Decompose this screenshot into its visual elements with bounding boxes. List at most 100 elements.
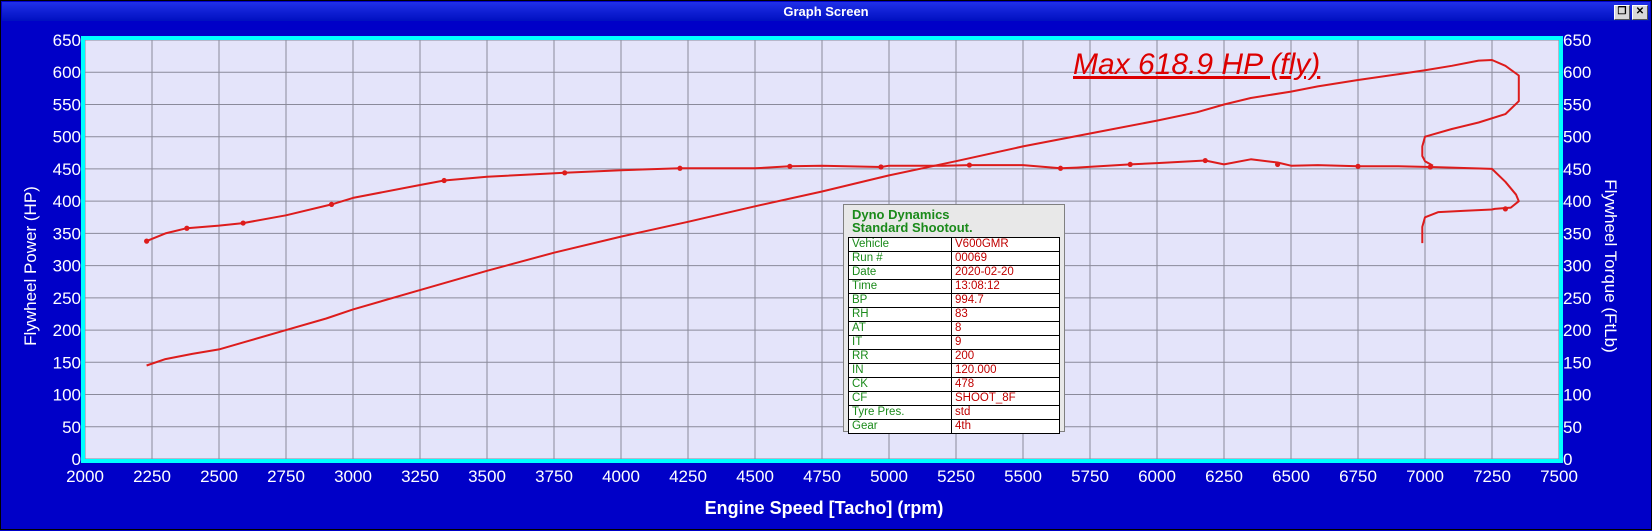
x-tick-label: 6500 [1272, 467, 1310, 486]
info-row: BP 994.7 [848, 293, 1060, 308]
y2-tick-label: 650 [1563, 31, 1591, 50]
torque-marker [328, 201, 335, 207]
info-box-title: Dyno Dynamics Standard Shootout. [844, 205, 1064, 235]
info-label: CF [848, 391, 952, 406]
x-tick-label: 5250 [937, 467, 975, 486]
info-label: RR [848, 349, 952, 364]
x-tick-label: 3750 [535, 467, 573, 486]
torque-marker [184, 225, 190, 231]
y-tick-label: 250 [53, 289, 81, 308]
torque-marker [787, 163, 793, 169]
torque-marker [240, 220, 246, 226]
info-label: IT [848, 335, 952, 350]
close-icon[interactable]: ✕ [1632, 5, 1648, 20]
y2-tick-labels: 0 50 100 150 200 250 300 350 400 450 500 550 600 650 [1563, 31, 1591, 469]
info-value: 9 [951, 335, 1060, 350]
y-tick-label: 300 [53, 257, 81, 276]
y2-tick-label: 500 [1563, 128, 1591, 147]
y2-axis-label: Flywheel Torque (FtLb) [1601, 179, 1620, 353]
x-tick-label: 2250 [133, 467, 171, 486]
y-axis-label: Flywheel Power (HP) [21, 186, 40, 346]
info-row: Vehicle V600GMR [848, 237, 1060, 252]
torque-marker [441, 177, 447, 184]
info-row: RR 200 [848, 349, 1060, 364]
info-label: Gear [848, 419, 952, 434]
y2-tick-label: 0 [1563, 450, 1572, 469]
info-value: 2020-02-20 [951, 265, 1060, 280]
torque-marker [1502, 206, 1508, 212]
y2-tick-label: 50 [1563, 418, 1582, 437]
x-tick-label: 2750 [267, 467, 305, 486]
x-tick-label: 2000 [66, 467, 104, 486]
info-value: std [951, 405, 1060, 420]
dyno-chart: 2000 2250 2500 2750 3000 3250 3500 3750 4000 4250… [21, 31, 1620, 518]
info-label: AT [848, 321, 952, 336]
x-tick-label: 6250 [1205, 467, 1243, 486]
power-curve [146, 59, 1520, 367]
x-tick-label: 3250 [401, 467, 439, 486]
info-value: 00069 [951, 251, 1060, 266]
info-row: Tyre Pres. std [848, 405, 1060, 420]
info-value: 478 [951, 377, 1060, 392]
y-tick-label: 400 [53, 192, 81, 211]
torque-marker [878, 164, 884, 170]
x-tick-label: 7250 [1473, 467, 1511, 486]
info-label: Date [848, 265, 952, 280]
torque-marker [677, 165, 683, 171]
info-value: 120.000 [951, 363, 1060, 378]
torque-marker [966, 162, 973, 168]
y-tick-label: 550 [53, 95, 81, 114]
grid-lines [84, 39, 1560, 460]
info-row: RH 83 [848, 307, 1060, 322]
torque-marker [1355, 163, 1361, 169]
x-tick-label: 2500 [200, 467, 238, 486]
run-info-box: Dyno Dynamics Standard Shootout. Vehicle… [843, 204, 1065, 434]
info-title-line-1: Dyno Dynamics [852, 207, 950, 222]
y2-tick-label: 300 [1563, 257, 1591, 276]
y-tick-label: 50 [62, 418, 81, 437]
torque-marker [1275, 161, 1281, 168]
plot-border [81, 36, 1563, 463]
y-tick-label: 200 [53, 321, 81, 340]
info-value: 994.7 [951, 293, 1060, 308]
info-label: Time [848, 279, 952, 294]
x-tick-label: 5500 [1004, 467, 1042, 486]
x-tick-label: 4500 [736, 467, 774, 486]
chart-curves [146, 59, 1520, 367]
info-label: Run # [848, 251, 952, 266]
window-titlebar[interactable]: Graph Screen ❐ ✕ [2, 2, 1650, 21]
x-tick-label: 4750 [803, 467, 841, 486]
info-row: Time 13:08:12 [848, 279, 1060, 294]
info-value: 200 [951, 349, 1060, 364]
x-tick-label: 6750 [1339, 467, 1377, 486]
y-tick-label: 450 [53, 160, 81, 179]
y2-tick-label: 200 [1563, 321, 1591, 340]
y-tick-label: 500 [53, 128, 81, 147]
info-value: 13:08:12 [951, 279, 1060, 294]
info-label: BP [848, 293, 952, 308]
x-tick-label: 3500 [468, 467, 506, 486]
restore-icon[interactable]: ❐ [1614, 5, 1630, 20]
x-tick-label: 5750 [1071, 467, 1109, 486]
info-row: Run #00069 [848, 251, 1060, 266]
y-tick-label: 600 [53, 63, 81, 82]
y2-tick-label: 100 [1563, 386, 1591, 405]
max-power-annotation: Max 618.9 HP (fly) [1073, 48, 1320, 81]
x-tick-label: 4250 [669, 467, 707, 486]
torque-marker [1202, 157, 1208, 164]
info-label: IN [848, 363, 952, 378]
info-row: CK 478 [848, 377, 1060, 392]
x-tick-labels: 2000 2250 2500 2750 3000 3250 3500 3750 4000 4250… [66, 467, 1578, 486]
info-row: IN 120.000 [848, 363, 1060, 378]
x-axis-label: Engine Speed [Tacho] (rpm) [705, 498, 944, 518]
info-title-line-2: Standard Shootout. [852, 220, 973, 235]
y-tick-label: 150 [53, 353, 81, 372]
info-label: RH [848, 307, 952, 322]
info-row: IT 9 [848, 335, 1060, 350]
y-tick-labels: 0 50 100 150 200 250 300 350 400 450 500 550 600 650 [53, 31, 81, 469]
info-value: SHOOT_8F [951, 391, 1060, 406]
run-info-table: Vehicle V600GMR Run #00069 Date 2020-02-20 Ti… [848, 237, 1060, 434]
info-label: CK [848, 377, 952, 392]
x-tick-label: 3000 [334, 467, 372, 486]
